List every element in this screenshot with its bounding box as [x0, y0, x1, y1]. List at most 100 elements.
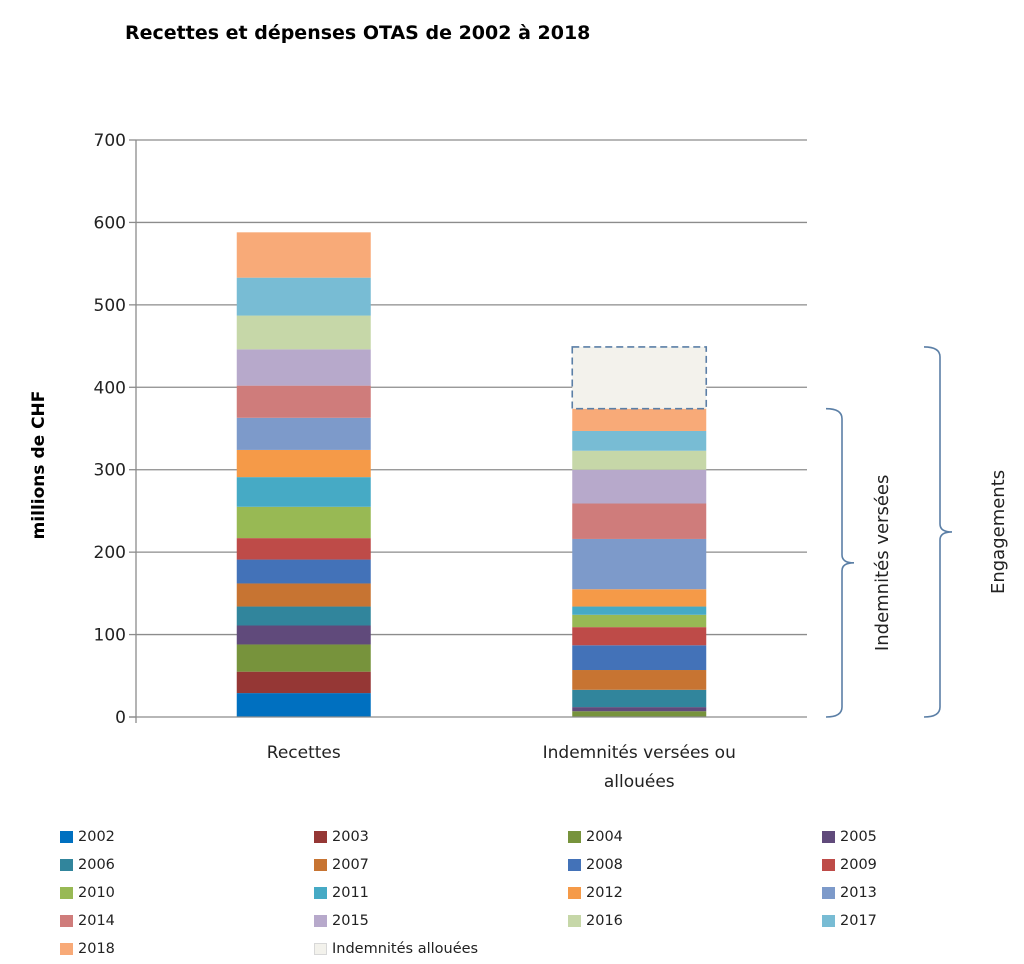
legend-label: 2012	[586, 884, 623, 901]
legend-swatch	[568, 914, 581, 927]
y-axis-ticks: 0 100 200 300 400 500 600 700	[94, 131, 136, 728]
legend-swatch	[60, 886, 73, 899]
bar-segment-2015	[572, 469, 707, 504]
bars	[236, 232, 708, 717]
bar-segment-2013	[572, 538, 707, 590]
bar-segment-2009	[236, 538, 371, 560]
legend-item: 2015	[314, 910, 568, 931]
category-label: allouées	[604, 772, 675, 792]
y-tick-label: 400	[94, 378, 126, 398]
legend-label: 2018	[78, 940, 115, 957]
bar-segment-2018	[572, 408, 707, 431]
bar-segment-2016	[236, 315, 371, 350]
legend-label: 2004	[586, 828, 623, 845]
legend-item: 2007	[314, 854, 568, 875]
legend: 2002 2003 2004 2005 2006 2007 2008 2009 2010 2011…	[60, 826, 960, 959]
legend-label: Indemnités allouées	[332, 940, 479, 957]
legend-item: 2004	[568, 826, 822, 847]
y-axis-label: millions de CHF	[29, 391, 49, 540]
bar-segment-2016	[572, 450, 707, 470]
bar-segment-2006	[236, 606, 371, 626]
legend-swatch	[314, 830, 327, 843]
legend-item: 2003	[314, 826, 568, 847]
bar-segment-2008	[572, 645, 707, 671]
legend-item: 2009	[822, 854, 962, 875]
y-tick-label: 500	[94, 296, 126, 316]
legend-label: 2017	[840, 912, 877, 929]
legend-item: 2005	[822, 826, 962, 847]
legend-swatch	[568, 858, 581, 871]
legend-label: 2006	[78, 856, 115, 873]
bar-segment-2011	[236, 477, 371, 507]
legend-swatch	[60, 858, 73, 871]
bar-segment-2018	[236, 232, 371, 278]
legend-swatch	[822, 914, 835, 927]
brace	[825, 407, 855, 718]
legend-label: 2005	[840, 828, 877, 845]
bar-segment-2010	[572, 614, 707, 628]
bar-segment-2002	[236, 693, 371, 717]
bar-segment-2008	[236, 559, 371, 584]
brace	[923, 346, 953, 718]
category-label: Recettes	[267, 743, 341, 763]
bar-segment-2014	[236, 385, 371, 418]
legend-swatch	[314, 942, 327, 955]
legend-swatch	[314, 914, 327, 927]
bar-segment-2007	[572, 670, 707, 690]
legend-swatch	[822, 886, 835, 899]
bar-segment-2012	[236, 449, 371, 478]
y-tick-label: 700	[94, 131, 126, 151]
bar-segment-2013	[236, 417, 371, 450]
legend-label: 2013	[840, 884, 877, 901]
category-label: Indemnités versées ou	[543, 743, 736, 763]
legend-label: 2003	[332, 828, 369, 845]
legend-swatch	[60, 942, 73, 955]
legend-label: 2007	[332, 856, 369, 873]
legend-item: 2013	[822, 882, 962, 903]
legend-label: 2016	[586, 912, 623, 929]
legend-item: 2008	[568, 854, 822, 875]
legend-swatch	[568, 830, 581, 843]
legend-label: 2008	[586, 856, 623, 873]
bar-segment-indemnit-s-allou-es	[571, 346, 708, 410]
y-tick-label: 600	[94, 213, 126, 233]
bar-segment-2005	[236, 625, 371, 645]
legend-swatch	[314, 886, 327, 899]
legend-swatch	[822, 858, 835, 871]
bar-segment-2017	[236, 277, 371, 316]
legend-item: Indemnités allouées	[314, 938, 568, 959]
y-tick-label: 0	[115, 708, 126, 728]
legend-label: 2009	[840, 856, 877, 873]
bar-segment-2014	[572, 503, 707, 539]
bar-segment-2005	[572, 707, 707, 712]
legend-item: 2016	[568, 910, 822, 931]
legend-item: 2011	[314, 882, 568, 903]
bar-segment-2009	[572, 627, 707, 646]
bar-segment-2004	[572, 711, 707, 717]
brace-label: Indemnités versées	[872, 475, 893, 651]
legend-label: 2010	[78, 884, 115, 901]
bar-segment-2006	[572, 689, 707, 708]
legend-label: 2011	[332, 884, 369, 901]
chart-title: Recettes et dépenses OTAS de 2002 à 2018	[125, 22, 590, 44]
brace-label: Engagements	[988, 470, 1009, 594]
bar-segment-2003	[236, 671, 371, 694]
legend-swatch	[60, 830, 73, 843]
legend-label: 2015	[332, 912, 369, 929]
y-tick-label: 300	[94, 461, 126, 481]
bar-segment-2010	[236, 506, 371, 539]
legend-item: 2012	[568, 882, 822, 903]
legend-swatch	[822, 830, 835, 843]
bar-segment-2012	[572, 589, 707, 607]
bar-segment-2017	[572, 430, 707, 451]
legend-item: 2018	[60, 938, 314, 959]
gridlines	[136, 139, 807, 636]
legend-label: 2014	[78, 912, 115, 929]
bar-segment-2011	[572, 606, 707, 615]
y-tick-label: 100	[94, 626, 126, 646]
bar-segment-2004	[236, 644, 371, 672]
legend-item: 2017	[822, 910, 962, 931]
legend-item: 2006	[60, 854, 314, 875]
legend-swatch	[60, 914, 73, 927]
